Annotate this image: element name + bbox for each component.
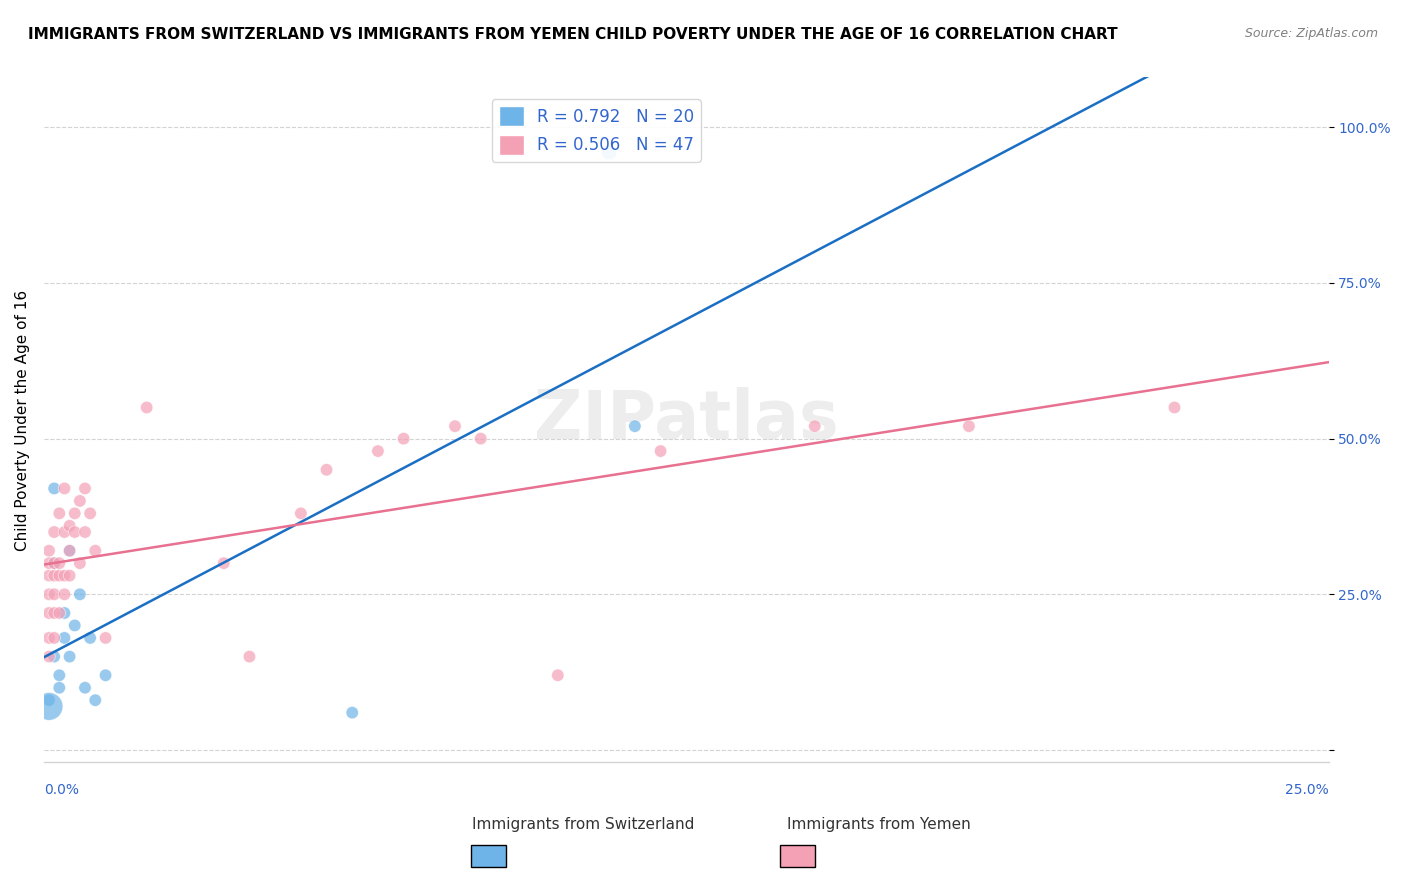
Point xyxy=(63,524,86,539)
Point xyxy=(135,401,157,415)
Point xyxy=(48,556,70,570)
Point xyxy=(58,518,80,533)
Point xyxy=(58,543,80,558)
Text: Immigrants from Yemen: Immigrants from Yemen xyxy=(787,817,972,832)
Text: 25.0%: 25.0% xyxy=(1285,783,1329,797)
Point xyxy=(44,631,66,645)
Point xyxy=(48,606,70,620)
Point xyxy=(94,668,117,682)
Point xyxy=(53,631,76,645)
Point xyxy=(79,507,101,521)
Point xyxy=(84,543,107,558)
Point xyxy=(392,432,415,446)
Point xyxy=(48,568,70,582)
Point xyxy=(69,494,91,508)
Point xyxy=(84,693,107,707)
Point xyxy=(73,482,96,496)
Point xyxy=(212,556,235,570)
Point xyxy=(53,606,76,620)
Point xyxy=(38,587,60,601)
Y-axis label: Child Poverty Under the Age of 16: Child Poverty Under the Age of 16 xyxy=(15,289,30,550)
Point xyxy=(53,568,76,582)
Point xyxy=(63,618,86,632)
Point xyxy=(803,419,825,434)
Legend: R = 0.792   N = 20, R = 0.506   N = 47: R = 0.792 N = 20, R = 0.506 N = 47 xyxy=(492,100,700,161)
Point xyxy=(44,556,66,570)
Point xyxy=(957,419,980,434)
Point xyxy=(44,606,66,620)
Point xyxy=(69,587,91,601)
Point xyxy=(38,693,60,707)
Point xyxy=(238,649,260,664)
Point xyxy=(44,524,66,539)
Point xyxy=(38,543,60,558)
Point xyxy=(48,668,70,682)
Point xyxy=(38,631,60,645)
Point xyxy=(48,507,70,521)
Text: IMMIGRANTS FROM SWITZERLAND VS IMMIGRANTS FROM YEMEN CHILD POVERTY UNDER THE AGE: IMMIGRANTS FROM SWITZERLAND VS IMMIGRANT… xyxy=(28,27,1118,42)
Point xyxy=(53,524,76,539)
Text: ZIPatlas: ZIPatlas xyxy=(534,387,838,453)
Text: 0.0%: 0.0% xyxy=(44,783,79,797)
Point xyxy=(44,556,66,570)
Point xyxy=(44,482,66,496)
Point xyxy=(367,444,389,458)
Point xyxy=(547,668,569,682)
Point xyxy=(73,681,96,695)
Point xyxy=(69,556,91,570)
Point xyxy=(38,556,60,570)
Point xyxy=(94,631,117,645)
Text: Source: ZipAtlas.com: Source: ZipAtlas.com xyxy=(1244,27,1378,40)
Point xyxy=(38,606,60,620)
Point xyxy=(53,587,76,601)
Point xyxy=(63,507,86,521)
Point xyxy=(1163,401,1185,415)
Point xyxy=(58,649,80,664)
Point xyxy=(79,631,101,645)
Point xyxy=(624,419,647,434)
Point xyxy=(342,706,364,720)
Point xyxy=(53,482,76,496)
Point xyxy=(73,524,96,539)
Point xyxy=(315,463,337,477)
Point xyxy=(44,568,66,582)
Point xyxy=(48,681,70,695)
Point xyxy=(470,432,492,446)
Point xyxy=(38,568,60,582)
Point xyxy=(44,587,66,601)
Point xyxy=(290,507,312,521)
Point xyxy=(444,419,467,434)
Point xyxy=(598,145,620,160)
Point xyxy=(38,699,60,714)
Point xyxy=(38,649,60,664)
Point xyxy=(44,649,66,664)
Point xyxy=(58,568,80,582)
Text: Immigrants from Switzerland: Immigrants from Switzerland xyxy=(472,817,695,832)
Point xyxy=(650,444,672,458)
Point xyxy=(58,543,80,558)
